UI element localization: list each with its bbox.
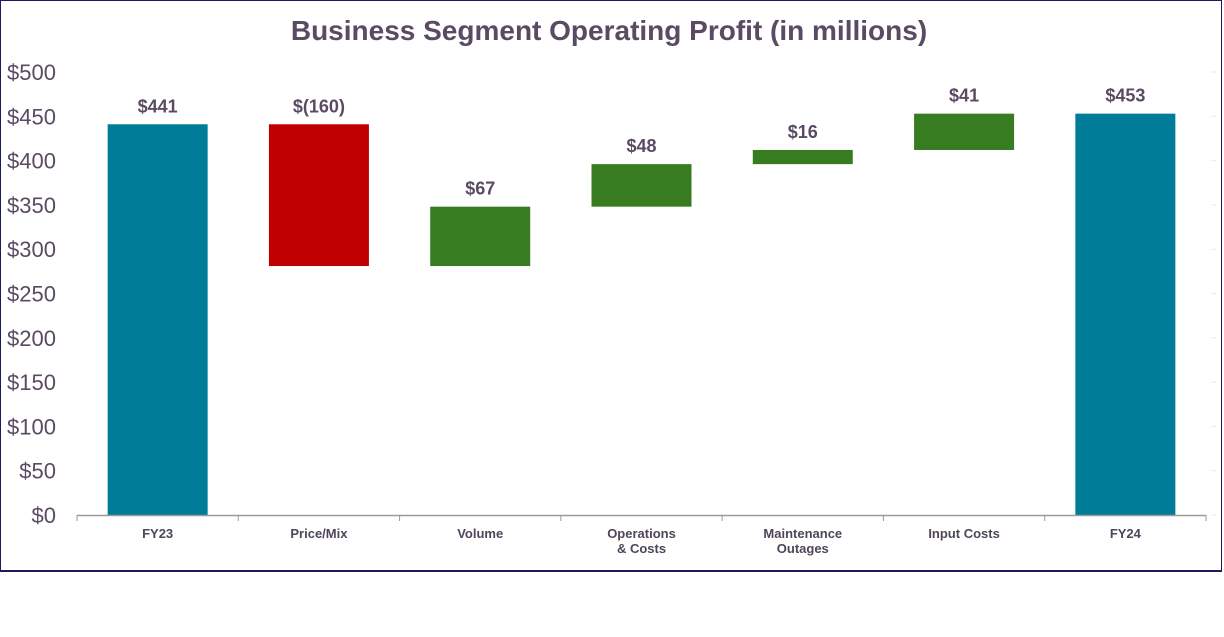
x-tick-label: Input Costs: [928, 526, 1000, 541]
y-tick-label: $0: [32, 503, 56, 528]
data-label: $441: [138, 96, 178, 116]
y-tick-label: $350: [7, 193, 56, 218]
data-label: $48: [626, 136, 656, 156]
bar-increase: [752, 149, 853, 165]
x-tick-label: Operations: [607, 526, 676, 541]
x-tick-label: & Costs: [617, 541, 666, 556]
data-label: $67: [465, 179, 495, 199]
bar-total: [1075, 113, 1176, 515]
x-axis: FY23 Price/Mix Volume Operations& Costs Main…: [76, 514, 1207, 556]
x-tick-label: FY23: [142, 526, 173, 541]
x-tick-label: Outages: [777, 541, 829, 556]
data-label: $41: [949, 86, 979, 106]
bars: $441 $(160) $67 $48 $16 $41 $453: [107, 86, 1176, 516]
y-tick-label: $450: [7, 104, 56, 129]
data-label: $16: [788, 122, 818, 142]
chart-frame: [0, 0, 1222, 572]
chart-title: Business Segment Operating Profit (in mi…: [291, 15, 927, 46]
bar-increase: [914, 113, 1015, 150]
bar-total: [107, 124, 208, 516]
y-tick-label: $500: [7, 60, 56, 85]
x-tick-label: Maintenance: [763, 526, 842, 541]
bar-increase: [591, 164, 692, 207]
y-tick-label: $400: [7, 149, 56, 174]
data-label: $(160): [293, 96, 345, 116]
y-tick-label: $200: [7, 326, 56, 351]
y-tick-label: $150: [7, 370, 56, 395]
y-tick-label: $100: [7, 414, 56, 439]
bar-increase: [430, 206, 531, 267]
x-tick-label: Price/Mix: [290, 526, 348, 541]
x-tick-label: Volume: [457, 526, 503, 541]
y-axis: $0 $50 $100 $150 $200 $250 $300 $350 $400 $450 $50…: [7, 60, 1216, 528]
y-tick-label: $250: [7, 282, 56, 307]
y-tick-label: $300: [7, 237, 56, 262]
y-tick-label: $50: [19, 459, 56, 484]
data-label: $453: [1105, 86, 1145, 106]
x-tick-label: FY24: [1110, 526, 1142, 541]
bar-decrease: [268, 124, 369, 267]
